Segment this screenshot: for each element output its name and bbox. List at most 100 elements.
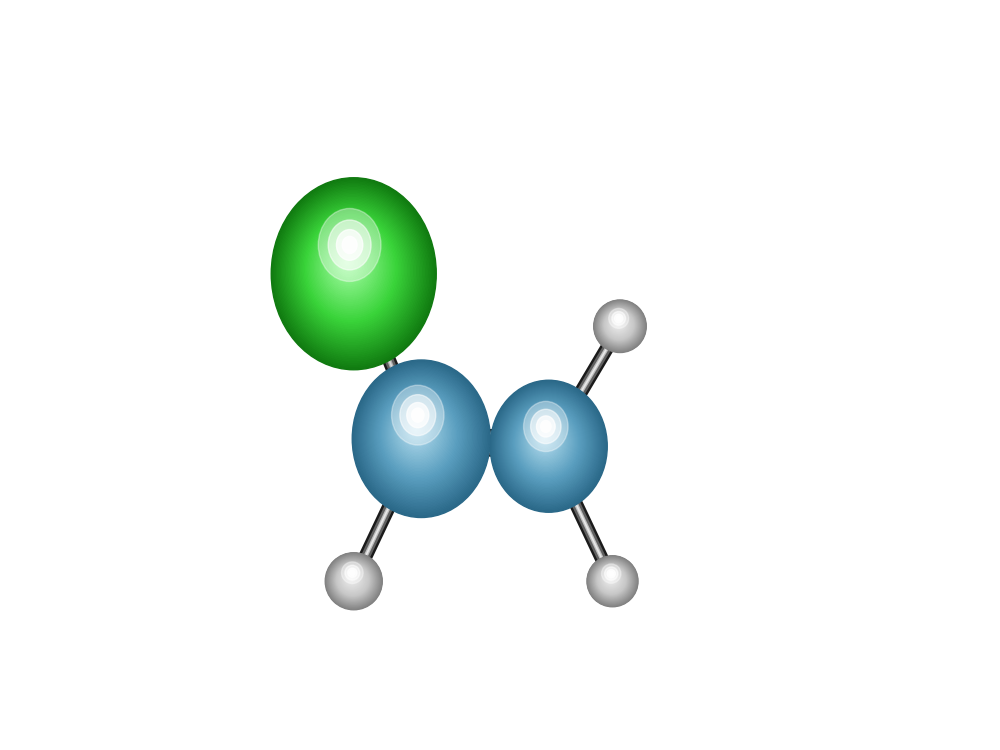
Ellipse shape	[331, 244, 366, 286]
Ellipse shape	[595, 563, 628, 597]
Ellipse shape	[332, 559, 375, 602]
Ellipse shape	[384, 394, 453, 473]
Ellipse shape	[395, 406, 441, 459]
Ellipse shape	[610, 316, 627, 333]
Ellipse shape	[373, 383, 465, 488]
Ellipse shape	[328, 220, 371, 270]
Ellipse shape	[372, 382, 467, 490]
Ellipse shape	[604, 572, 618, 586]
Ellipse shape	[380, 390, 458, 479]
Ellipse shape	[535, 429, 555, 451]
Ellipse shape	[509, 400, 585, 487]
Ellipse shape	[601, 307, 638, 344]
Ellipse shape	[609, 308, 629, 328]
Ellipse shape	[290, 199, 414, 343]
Ellipse shape	[392, 386, 444, 445]
Ellipse shape	[522, 414, 570, 470]
Ellipse shape	[606, 311, 632, 338]
Ellipse shape	[356, 364, 485, 512]
Ellipse shape	[602, 570, 621, 589]
Ellipse shape	[598, 304, 642, 347]
Ellipse shape	[602, 308, 636, 342]
Ellipse shape	[599, 567, 624, 592]
Ellipse shape	[379, 389, 459, 481]
Ellipse shape	[594, 562, 629, 598]
Ellipse shape	[336, 562, 370, 597]
Ellipse shape	[597, 303, 643, 349]
Ellipse shape	[610, 578, 611, 579]
Ellipse shape	[330, 557, 377, 604]
Ellipse shape	[402, 414, 432, 448]
Ellipse shape	[532, 426, 558, 454]
Ellipse shape	[333, 560, 374, 601]
Ellipse shape	[348, 568, 357, 578]
Ellipse shape	[386, 397, 451, 470]
Ellipse shape	[343, 569, 362, 589]
Ellipse shape	[349, 576, 354, 580]
Ellipse shape	[313, 224, 387, 310]
Ellipse shape	[414, 427, 418, 432]
Ellipse shape	[329, 242, 368, 287]
Ellipse shape	[598, 566, 625, 593]
Ellipse shape	[396, 407, 439, 458]
Ellipse shape	[283, 190, 423, 353]
Ellipse shape	[541, 421, 551, 433]
Ellipse shape	[602, 308, 637, 343]
Ellipse shape	[293, 202, 411, 339]
Ellipse shape	[337, 565, 368, 595]
Ellipse shape	[611, 317, 625, 331]
Ellipse shape	[399, 411, 436, 453]
Ellipse shape	[504, 394, 591, 494]
Ellipse shape	[369, 379, 470, 494]
Ellipse shape	[318, 209, 381, 281]
Ellipse shape	[348, 575, 355, 581]
Ellipse shape	[324, 237, 374, 295]
Ellipse shape	[278, 184, 429, 361]
Ellipse shape	[616, 321, 620, 326]
Ellipse shape	[607, 574, 615, 583]
Ellipse shape	[343, 258, 352, 268]
Ellipse shape	[594, 301, 646, 352]
Ellipse shape	[327, 554, 381, 608]
Ellipse shape	[330, 557, 377, 604]
Ellipse shape	[514, 406, 579, 479]
Ellipse shape	[595, 563, 629, 597]
Ellipse shape	[284, 192, 421, 352]
Ellipse shape	[341, 255, 355, 272]
Ellipse shape	[275, 182, 432, 364]
Ellipse shape	[332, 245, 365, 284]
Ellipse shape	[528, 421, 563, 460]
Ellipse shape	[587, 556, 638, 606]
Ellipse shape	[340, 566, 365, 592]
Ellipse shape	[593, 561, 631, 599]
Ellipse shape	[344, 572, 360, 586]
Ellipse shape	[600, 568, 623, 592]
Ellipse shape	[314, 226, 386, 309]
Ellipse shape	[604, 310, 634, 340]
Ellipse shape	[398, 410, 437, 454]
Ellipse shape	[614, 314, 623, 322]
Ellipse shape	[503, 394, 593, 495]
Ellipse shape	[529, 422, 562, 459]
Ellipse shape	[505, 396, 590, 493]
Ellipse shape	[387, 398, 449, 469]
Ellipse shape	[603, 572, 619, 586]
Ellipse shape	[378, 388, 460, 482]
Ellipse shape	[336, 250, 361, 278]
Ellipse shape	[514, 406, 580, 480]
Ellipse shape	[595, 302, 645, 351]
Ellipse shape	[603, 308, 636, 342]
Ellipse shape	[502, 393, 594, 496]
Ellipse shape	[605, 310, 633, 339]
Ellipse shape	[604, 310, 634, 340]
Ellipse shape	[334, 561, 373, 600]
Ellipse shape	[611, 316, 626, 332]
Ellipse shape	[336, 563, 369, 596]
Ellipse shape	[289, 197, 415, 345]
Ellipse shape	[531, 410, 561, 443]
Ellipse shape	[381, 392, 457, 478]
Ellipse shape	[321, 232, 378, 300]
Ellipse shape	[590, 559, 634, 603]
Ellipse shape	[344, 571, 360, 586]
Ellipse shape	[523, 415, 569, 468]
